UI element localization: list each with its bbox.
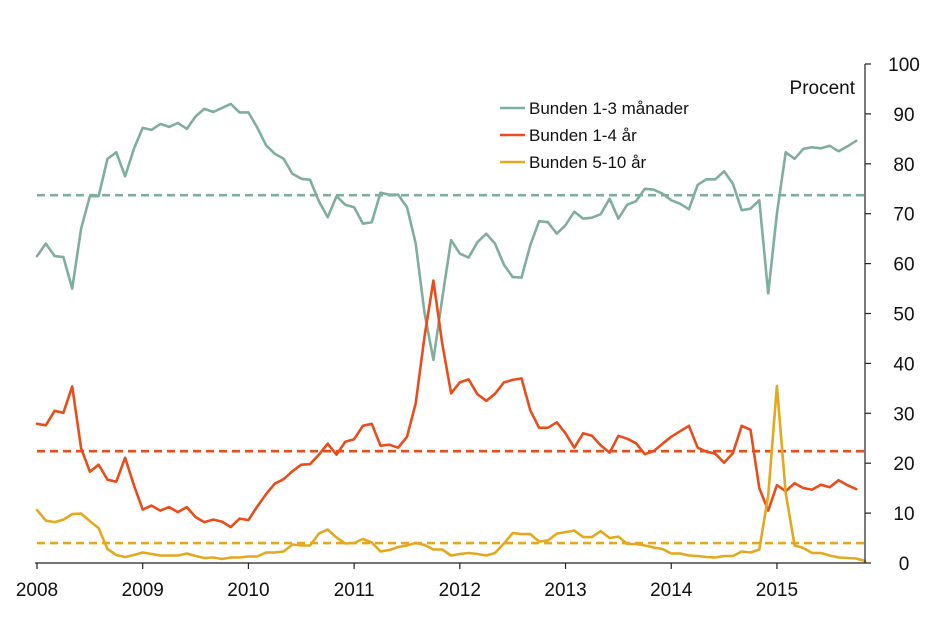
x-tick-label: 2013 [544, 580, 586, 601]
y-tick-label: 40 [893, 354, 914, 375]
x-tick-label: 2010 [227, 580, 269, 601]
y-tick-label: 100 [888, 55, 920, 76]
y-tick-label: 20 [893, 454, 914, 475]
y-tick-label: 60 [893, 255, 914, 276]
x-tick-label: 2014 [650, 580, 693, 601]
series-lines [35, 102, 867, 563]
x-tick-label: 2015 [756, 580, 798, 601]
legend-label-1: Bunden 1-3 månader [529, 99, 689, 118]
x-tick-label: 2012 [439, 580, 481, 601]
series-line-2 [35, 279, 858, 529]
y-tick-label: 80 [893, 155, 914, 176]
legend-label-2: Bunden 1-4 år [529, 126, 637, 145]
y-tick-label: 0 [899, 554, 910, 575]
legend-label-3: Bunden 5-10 år [529, 153, 647, 172]
x-tick-label: 2011 [334, 580, 375, 601]
y-axis: 0 10 20 30 40 50 60 70 80 90 100 [865, 55, 920, 575]
y-tick-label: 10 [893, 504, 914, 525]
unit-label: Procent [790, 78, 856, 99]
y-tick-label: 70 [893, 205, 914, 226]
y-tick-label: 90 [893, 105, 914, 126]
legend: Bunden 1-3 månader Bunden 1-4 år Bunden 5-… [500, 99, 689, 172]
series-line-3 [35, 384, 867, 563]
x-tick-label: 2009 [122, 580, 164, 601]
series-line-1 [35, 102, 858, 362]
x-tick-label: 2008 [16, 580, 58, 601]
x-axis: 2008 2009 2010 2011 2012 2013 2014 2015 [16, 563, 798, 601]
y-tick-label: 50 [893, 305, 914, 326]
y-tick-label: 30 [893, 404, 914, 425]
average-lines [37, 193, 865, 545]
